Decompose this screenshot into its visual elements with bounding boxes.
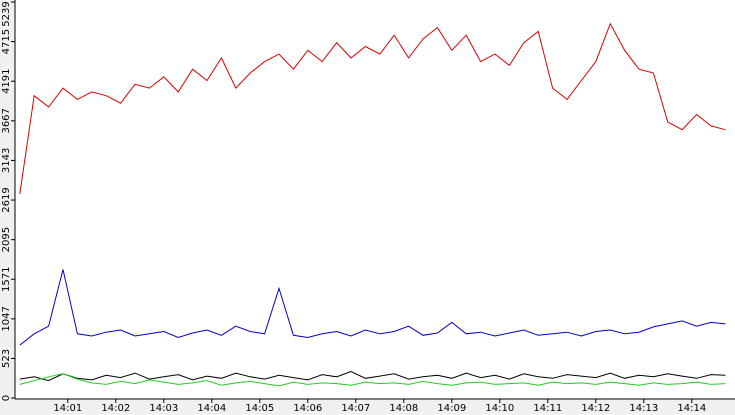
y-tick-label: 2095 [1,227,12,252]
x-tick-label: 14:01 [53,403,82,414]
x-tick-label: 14:13 [629,403,658,414]
x-tick-label: 14:04 [197,403,226,414]
y-tick-label: 0 [1,395,12,401]
series-line [19,373,726,387]
x-tick-label: 14:12 [581,403,610,414]
x-tick-label: 14:10 [485,403,514,414]
series-line [19,269,726,346]
y-tick-label: 2619 [1,187,12,212]
x-tick-label: 14:11 [533,403,562,414]
x-tick-label: 14:02 [101,403,130,414]
y-tick-label: 3143 [1,148,12,173]
series-line [19,370,726,382]
series-line [19,22,726,194]
x-tick-label: 14:08 [389,403,418,414]
x-axis-band [0,399,735,415]
x-tick-label: 14:05 [245,403,274,414]
y-tick-label: 523 [1,349,12,368]
x-tick-label: 14:07 [341,403,370,414]
x-tick-label: 14:03 [149,403,178,414]
y-axis-band [0,0,15,415]
x-tick-label: 14:09 [437,403,466,414]
y-tick-label: 1047 [1,306,12,331]
y-tick-label: 5239 [1,1,12,26]
y-tick-label: 1571 [1,267,12,292]
y-tick-label: 3667 [1,108,12,133]
x-tick-label: 14:06 [293,403,322,414]
x-tick-label: 14:14 [677,403,706,414]
y-tick-label: 4715 [1,29,12,54]
y-tick-label: 4191 [1,68,12,93]
